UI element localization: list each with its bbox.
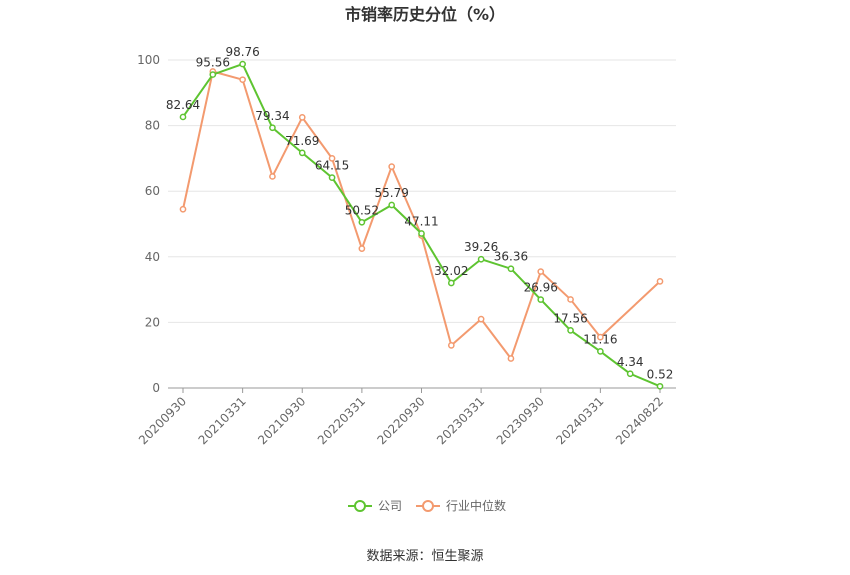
- x-tick-label: 20210930: [255, 394, 308, 447]
- data-point[interactable]: [477, 315, 485, 323]
- series-layer: [179, 60, 664, 390]
- data-label: 95.56: [196, 56, 230, 70]
- data-label: 71.69: [285, 134, 319, 148]
- data-point[interactable]: [209, 71, 217, 78]
- data-point[interactable]: [567, 327, 574, 334]
- data-point[interactable]: [328, 174, 336, 181]
- data-point[interactable]: [418, 230, 425, 237]
- series-industry-median: [179, 68, 664, 362]
- data-point[interactable]: [597, 333, 604, 341]
- legend-item-company[interactable]: 公司: [348, 499, 402, 513]
- data-label: 39.26: [464, 240, 498, 254]
- series-line: [182, 70, 661, 360]
- x-tick-label: 20200930: [136, 394, 189, 447]
- y-tick-label: 60: [145, 184, 160, 198]
- legend-swatch-marker: [354, 500, 366, 512]
- y-tick-label: 100: [137, 53, 160, 67]
- x-tick-label: 20230331: [434, 394, 487, 447]
- data-point[interactable]: [179, 205, 187, 213]
- data-label: 11.16: [583, 332, 617, 346]
- data-label: 47.11: [404, 214, 438, 228]
- legend-label: 公司: [378, 499, 402, 513]
- x-tick-label: 20240822: [613, 394, 666, 447]
- data-label: 26.96: [524, 281, 558, 295]
- data-label: 36.36: [494, 250, 528, 264]
- data-label: 4.34: [617, 355, 644, 369]
- data-label: 98.76: [225, 45, 259, 59]
- data-point[interactable]: [298, 114, 306, 121]
- legend[interactable]: 公司 行业中位数: [348, 498, 506, 513]
- data-point[interactable]: [656, 382, 664, 390]
- data-point[interactable]: [626, 370, 634, 378]
- data-point[interactable]: [507, 355, 515, 362]
- data-label: 50.52: [345, 203, 379, 217]
- data-label: 0.52: [647, 367, 674, 381]
- x-tick-label: 20220930: [375, 394, 428, 447]
- data-label: 64.15: [315, 159, 349, 173]
- chart-title: 市销率历史分位（%）: [345, 5, 505, 24]
- legend-item-industry-median[interactable]: 行业中位数: [416, 498, 506, 513]
- x-tick-label: 20220331: [315, 394, 368, 447]
- data-label: 82.64: [166, 98, 200, 112]
- y-axis: 0 20 40 60 80 100: [137, 53, 160, 395]
- y-tick-label: 0: [152, 381, 160, 395]
- data-point[interactable]: [507, 265, 515, 273]
- data-point[interactable]: [239, 76, 246, 84]
- data-point[interactable]: [656, 278, 664, 285]
- data-point[interactable]: [537, 268, 545, 275]
- x-tick-label: 20230930: [494, 394, 547, 447]
- data-label: 55.79: [375, 186, 409, 200]
- grid: [168, 59, 676, 323]
- data-point[interactable]: [269, 173, 276, 180]
- data-point[interactable]: [537, 296, 545, 303]
- data-point[interactable]: [477, 255, 485, 263]
- data-point[interactable]: [597, 348, 604, 355]
- data-point[interactable]: [269, 124, 276, 132]
- data-point[interactable]: [358, 245, 366, 252]
- y-tick-label: 20: [145, 315, 160, 329]
- data-point[interactable]: [388, 201, 396, 209]
- data-label: 32.02: [434, 264, 468, 278]
- data-point[interactable]: [239, 60, 246, 68]
- legend-swatch-marker: [422, 500, 434, 512]
- data-label: 79.34: [255, 109, 289, 123]
- y-tick-label: 40: [145, 250, 160, 264]
- data-point[interactable]: [358, 218, 366, 226]
- data-label: 17.56: [553, 311, 587, 325]
- x-tick-label: 20210331: [196, 394, 249, 447]
- data-point[interactable]: [567, 296, 574, 303]
- legend-label: 行业中位数: [446, 498, 506, 513]
- data-point[interactable]: [447, 279, 455, 287]
- x-tick-label: 20240331: [553, 394, 606, 447]
- x-axis: 20200930 20210331 20210930 20220331 20220930…: [136, 387, 676, 447]
- data-point[interactable]: [388, 163, 396, 170]
- data-point[interactable]: [328, 155, 336, 162]
- data-point[interactable]: [447, 342, 455, 349]
- data-point[interactable]: [298, 149, 306, 157]
- source-note: 数据来源：恒生聚源: [366, 549, 483, 564]
- data-point[interactable]: [179, 113, 187, 121]
- y-tick-label: 80: [145, 119, 160, 133]
- series-company: [179, 60, 664, 390]
